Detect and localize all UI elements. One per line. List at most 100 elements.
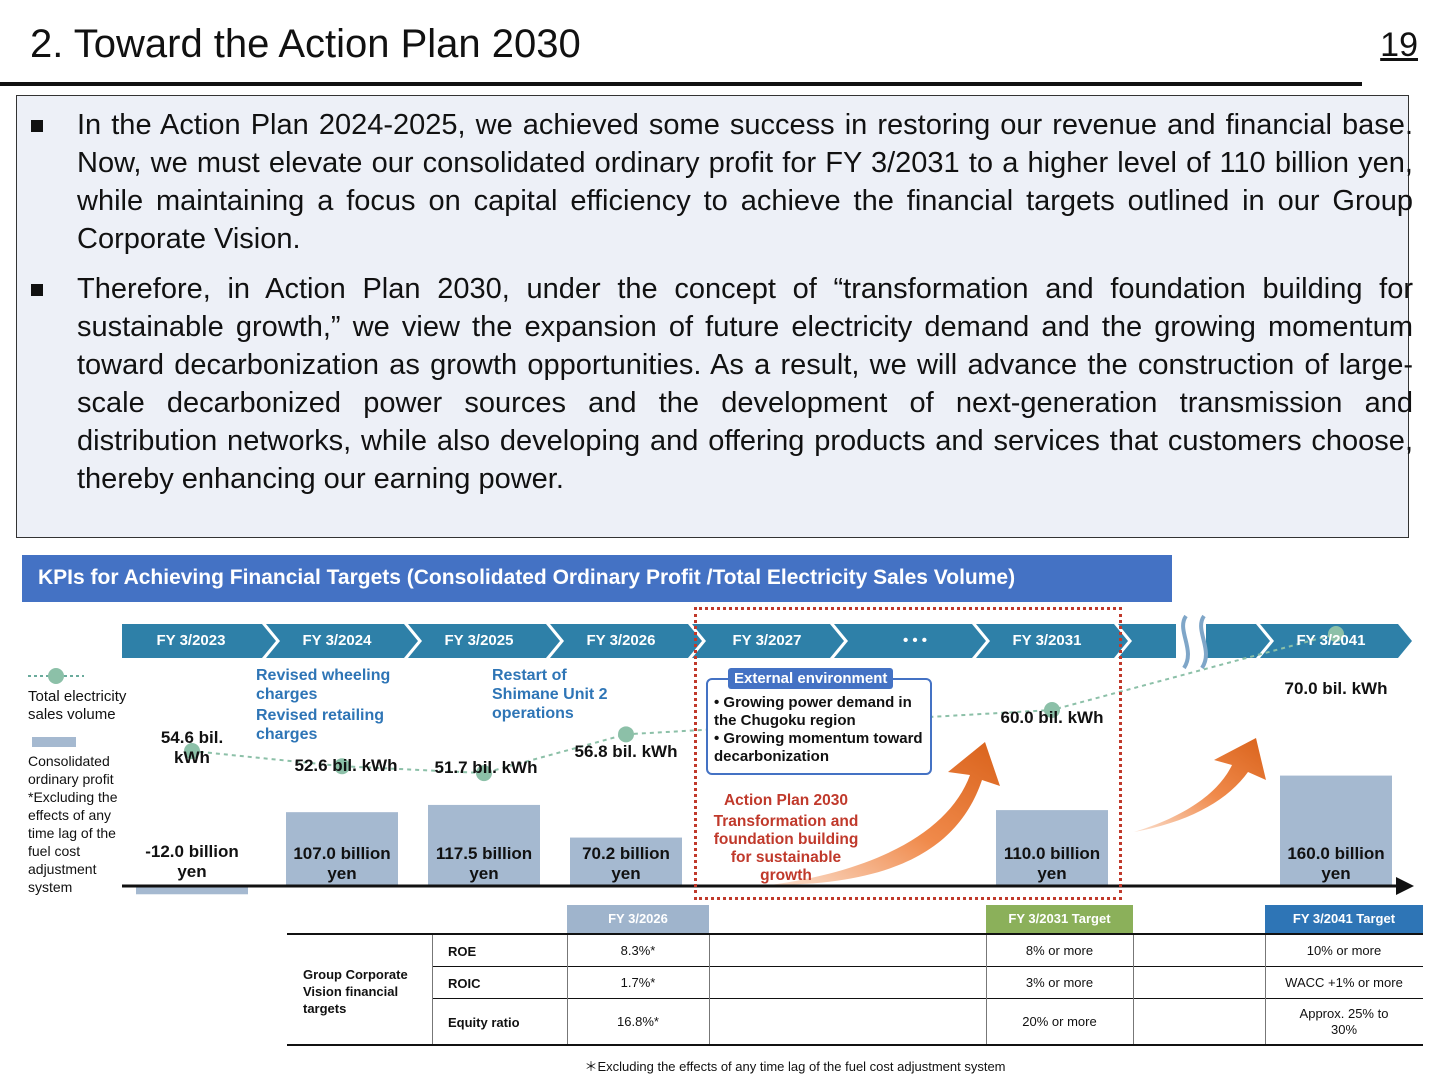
timeline-arrow bbox=[976, 624, 1128, 658]
table-cell: 16.8%* bbox=[617, 1014, 659, 1029]
timeline-label: FY 3/2026 bbox=[586, 632, 656, 649]
volume-dot bbox=[476, 765, 492, 782]
profit-bar bbox=[428, 804, 540, 886]
volume-dot bbox=[334, 758, 350, 775]
timeline-arrow bbox=[834, 624, 986, 658]
profit-bar bbox=[136, 886, 248, 895]
kpi-banner: KPIs for Achieving Financial Targets (Co… bbox=[22, 555, 1172, 602]
summary-box: In the Action Plan 2024-2025, we achieve… bbox=[16, 95, 1413, 538]
timeline-label: FY 3/2024 bbox=[302, 632, 372, 649]
profit-label: 110.0 billion yen bbox=[1003, 844, 1101, 883]
table-cell: 8% or more bbox=[1025, 943, 1094, 958]
legend-bar bbox=[32, 737, 76, 747]
growth-arrow bbox=[1134, 738, 1266, 832]
timeline-arrow bbox=[550, 624, 702, 658]
table-divider bbox=[1265, 935, 1266, 1044]
timeline-arrow bbox=[408, 624, 560, 658]
legend-dot bbox=[48, 668, 64, 684]
volume-dot bbox=[184, 743, 200, 760]
volume-label: 60.0 bil. kWh bbox=[1000, 708, 1104, 727]
timeline-arrow bbox=[122, 624, 276, 658]
note-wheeling-charges: Revised wheeling charges bbox=[256, 667, 391, 703]
timeline-label: FY 3/2041 bbox=[1296, 632, 1366, 649]
table-divider bbox=[986, 935, 987, 1044]
table-metric: Equity ratio bbox=[448, 1015, 520, 1030]
timeline-label: FY 3/2023 bbox=[156, 632, 226, 649]
footnote: ＊Excluding the effects of any time lag o… bbox=[584, 1059, 1006, 1074]
square-bullet-icon bbox=[31, 120, 43, 132]
table-divider bbox=[1133, 935, 1134, 1044]
profit-label: 107.0 billion yen bbox=[293, 844, 391, 883]
profit-bar bbox=[1280, 775, 1392, 886]
volume-label: 51.7 bil. kWh bbox=[434, 758, 538, 777]
profit-bar bbox=[996, 810, 1108, 886]
table-cell: WACC +1% or more bbox=[1285, 975, 1403, 990]
volume-label: 56.8 bil. kWh bbox=[574, 742, 678, 761]
table-rule bbox=[432, 966, 1423, 967]
timeline-arrow bbox=[266, 624, 418, 658]
timeline-break-mark bbox=[1199, 614, 1208, 670]
external-environment-box bbox=[706, 678, 932, 775]
table-header-fy2026: FY 3/2026 bbox=[567, 905, 709, 933]
table-cell: 20% or more bbox=[1022, 1014, 1097, 1029]
volume-dot bbox=[618, 726, 634, 743]
table-group-label: Group Corporate Vision financial targets bbox=[303, 967, 408, 1016]
external-item-text: Growing momentum toward decarbonization bbox=[714, 730, 923, 765]
growth-arrow bbox=[770, 742, 1000, 885]
table-cell: Approx. 25% to 30% bbox=[1299, 1006, 1389, 1037]
table-metric: ROE bbox=[448, 944, 477, 959]
note-shimane-restart: Restart of Shimane Unit 2 operations bbox=[492, 667, 608, 722]
timeline-label: • • • bbox=[902, 632, 928, 649]
profit-label: -12.0 billion yen bbox=[145, 842, 239, 881]
profit-label: 70.2 billion yen bbox=[582, 844, 670, 883]
timeline-label: FY 3/2031 bbox=[1012, 632, 1082, 649]
table-divider bbox=[567, 935, 568, 1044]
title-rule bbox=[0, 82, 1362, 86]
x-axis-arrowhead bbox=[1396, 877, 1414, 895]
external-item: • Growing momentum toward decarbonizatio… bbox=[714, 730, 923, 765]
table-cell: 10% or more bbox=[1306, 943, 1382, 958]
external-environment-title: External environment bbox=[728, 668, 894, 689]
table-cell: 3% or more bbox=[1025, 975, 1094, 990]
timeline-label: FY 3/2027 bbox=[732, 632, 802, 649]
page-title: 2. Toward the Action Plan 2030 bbox=[30, 22, 581, 66]
profit-bars bbox=[136, 775, 1392, 895]
profit-label: 117.5 billion yen bbox=[435, 844, 533, 883]
volume-dot bbox=[1044, 702, 1060, 718]
volume-label: 52.6 bil. kWh bbox=[294, 756, 398, 775]
timeline-label: FY 3/2025 bbox=[444, 632, 514, 649]
external-item-text: Growing power demand in the Chugoku regi… bbox=[714, 694, 912, 729]
table-header-fy2041: FY 3/2041 Target bbox=[1265, 905, 1423, 933]
page-number: 19 bbox=[1380, 26, 1418, 64]
table-rule bbox=[287, 1044, 1423, 1046]
summary-bullet-text: Therefore, in Action Plan 2030, under th… bbox=[77, 273, 1413, 495]
profit-label: 160.0 billion yen bbox=[1287, 844, 1385, 883]
timeline-break-mark bbox=[1181, 614, 1190, 670]
action-plan-title: Action Plan 2030 bbox=[723, 792, 849, 809]
legend-volume-label: Total electricity sales volume bbox=[28, 688, 127, 723]
table-rule bbox=[432, 998, 1423, 999]
volume-dots bbox=[184, 626, 1344, 782]
table-divider bbox=[709, 935, 710, 1044]
summary-bullet-text: In the Action Plan 2024-2025, we achieve… bbox=[77, 109, 1413, 255]
kpi-chart bbox=[28, 614, 1414, 895]
table-metric: ROIC bbox=[448, 976, 481, 991]
volume-line bbox=[191, 633, 1337, 775]
external-item: • Growing power demand in the Chugoku re… bbox=[714, 694, 912, 729]
table-cell: 1.7%* bbox=[620, 975, 656, 990]
square-bullet-icon bbox=[31, 284, 43, 296]
timeline-arrow bbox=[692, 624, 844, 658]
profit-bar bbox=[570, 837, 682, 886]
legend-profit-label: Consolidated ordinary profit *Excluding … bbox=[28, 753, 118, 895]
table-divider bbox=[432, 935, 433, 1044]
profit-bar bbox=[286, 812, 398, 886]
table-cell: 8.3%* bbox=[620, 943, 656, 958]
note-retailing-charges: Revised retailing charges bbox=[256, 707, 385, 743]
volume-label: 54.6 bil. kWh bbox=[160, 728, 224, 767]
volume-dot bbox=[1328, 626, 1344, 642]
volume-label: 70.0 bil. kWh bbox=[1284, 679, 1388, 698]
table-rule bbox=[287, 933, 1423, 935]
action-plan-highlight bbox=[694, 607, 1122, 900]
table-header-fy2031: FY 3/2031 Target bbox=[986, 905, 1133, 933]
action-plan-subtitle: Transformation and foundation building f… bbox=[713, 813, 859, 884]
